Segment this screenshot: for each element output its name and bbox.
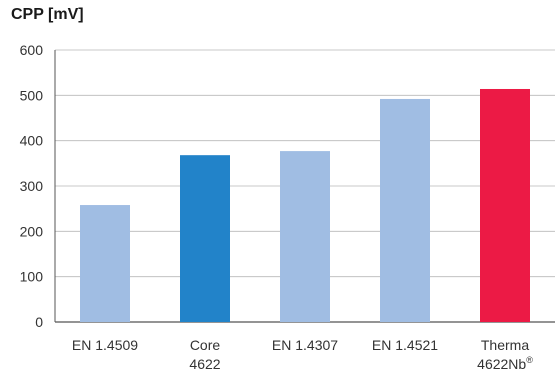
y-tick-label: 500 <box>20 87 44 103</box>
y-axis-ticks: 0 100 200 300 400 500 600 <box>20 42 44 330</box>
y-tick-label: 200 <box>20 223 44 239</box>
y-tick-label: 300 <box>20 178 44 194</box>
bar <box>380 98 430 323</box>
y-tick-label: 0 <box>35 314 43 330</box>
bar <box>280 151 330 322</box>
x-tick-label: EN 1.4307 <box>272 337 338 353</box>
x-tick-label: Therma 4622Nb® <box>477 337 533 369</box>
y-tick-label: 600 <box>20 42 44 58</box>
x-tick-label: Core 4622 <box>189 337 220 369</box>
x-axis-ticks: EN 1.4509 Core 4622 EN 1.4307 EN 1.4521 Therm… <box>72 337 533 369</box>
bar <box>180 155 230 322</box>
y-tick-label: 100 <box>20 269 44 285</box>
bar <box>80 205 130 322</box>
bars <box>80 88 530 323</box>
y-tick-label: 400 <box>20 133 44 149</box>
bar <box>480 88 530 322</box>
x-tick-label: EN 1.4521 <box>372 337 438 353</box>
y-axis-title: CPP [mV] <box>11 6 84 23</box>
x-tick-label: EN 1.4509 <box>72 337 138 353</box>
